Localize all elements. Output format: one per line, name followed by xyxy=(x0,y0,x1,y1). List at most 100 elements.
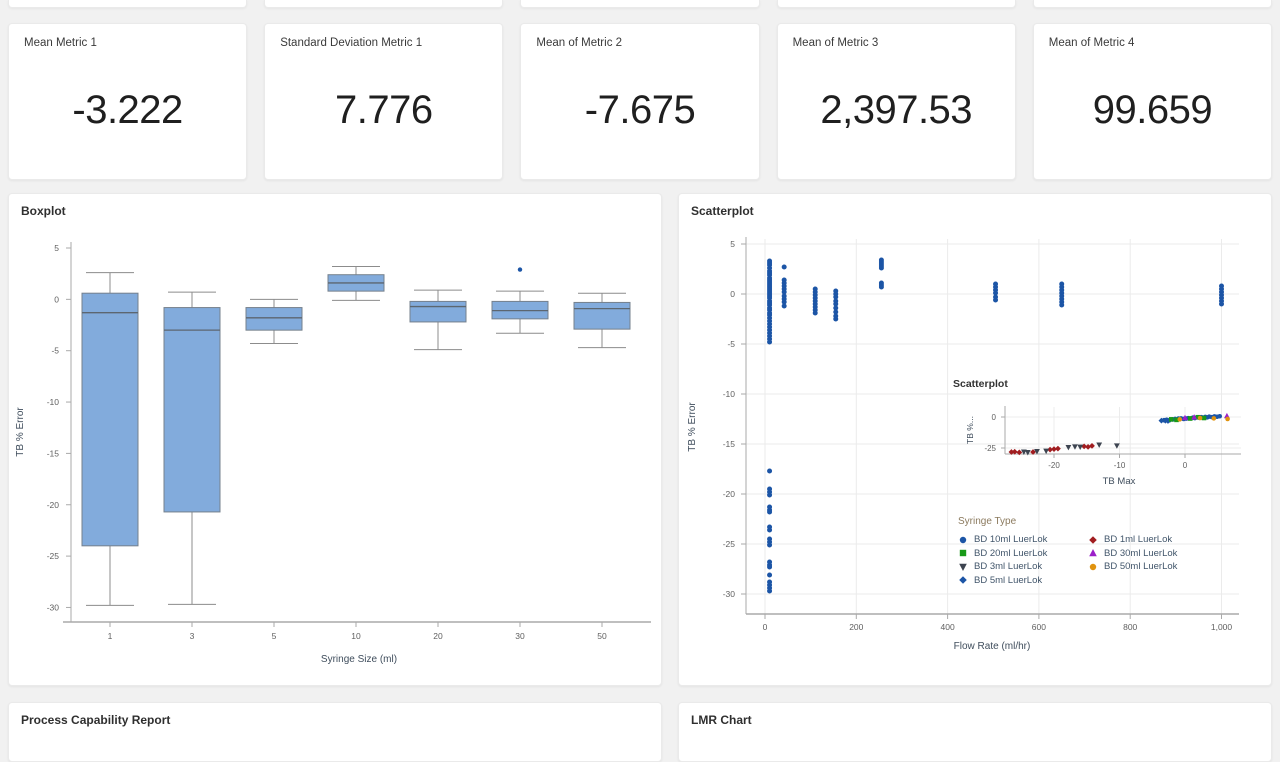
svg-text:400: 400 xyxy=(941,622,955,632)
metric-card-mean-metric-4[interactable]: Mean of Metric 4 99.659 xyxy=(1032,23,1272,180)
legend-column: BD 10ml LuerLok BD 20ml LuerLok BD 3ml Lue… xyxy=(958,534,1074,586)
charts-row: Boxplot 5 0 -5 -10 -15 -20 -25 -30 1 3 5 10 20 30 50 TB… xyxy=(8,193,1272,686)
legend-item: BD 20ml LuerLok xyxy=(958,548,1074,559)
metric-label: Standard Deviation Metric 1 xyxy=(280,37,423,49)
svg-text:30: 30 xyxy=(515,631,525,641)
svg-text:-30: -30 xyxy=(723,589,736,599)
scatterplot-chart: 5 0 -5 -10 -15 -20 -25 -30 0 200 400 600 800 1,000 TB … xyxy=(687,237,1241,652)
svg-text:5: 5 xyxy=(730,239,735,249)
legend-item-label: BD 20ml LuerLok xyxy=(974,547,1048,559)
scatterplot-panel-title: Scatterplot xyxy=(691,204,754,218)
svg-text:5: 5 xyxy=(272,631,277,641)
square-marker-icon xyxy=(959,549,967,557)
triangle-down-marker-icon xyxy=(959,563,967,571)
svg-text:-30: -30 xyxy=(47,602,60,612)
boxplot-panel-title: Boxplot xyxy=(21,204,66,218)
svg-text:1,000: 1,000 xyxy=(1211,622,1233,632)
svg-text:-5: -5 xyxy=(727,339,735,349)
svg-text:-15: -15 xyxy=(47,448,60,458)
box-5 xyxy=(245,298,303,345)
process-capability-title: Process Capability Report xyxy=(21,713,171,727)
metric-label: Mean of Metric 3 xyxy=(792,37,879,49)
svg-text:-25: -25 xyxy=(984,444,996,453)
box-30 xyxy=(491,267,549,334)
process-capability-panel[interactable]: Process Capability Report xyxy=(8,702,662,762)
metric-value: -3.222 xyxy=(72,87,183,132)
box-20 xyxy=(409,289,467,351)
legend-item: BD 1ml LuerLok xyxy=(1088,534,1177,545)
svg-text:TB % Error: TB % Error xyxy=(687,402,698,452)
svg-text:200: 200 xyxy=(849,622,863,632)
svg-text:-25: -25 xyxy=(47,551,60,561)
syringe-type-legend: Syringe Type BD 10ml LuerLok BD 20ml Luer… xyxy=(958,516,1177,586)
scatterplot-panel[interactable]: Scatterplot 5 0 -5 -10 -15 -20 -25 -30 0 200 400 60… xyxy=(678,193,1272,686)
box-50 xyxy=(573,292,631,349)
legend-item: BD 30ml LuerLok xyxy=(1088,548,1177,559)
svg-text:600: 600 xyxy=(1032,622,1046,632)
metric-card-mean-metric-2[interactable]: Mean of Metric 2 -7.675 xyxy=(520,23,760,180)
svg-text:-5: -5 xyxy=(51,346,59,356)
svg-text:-10: -10 xyxy=(723,389,736,399)
lmr-chart-panel[interactable]: LMR Chart xyxy=(678,702,1272,762)
metric-card-mean-metric-1[interactable]: Mean Metric 1 -3.222 xyxy=(8,23,248,180)
metric-label: Mean Metric 1 xyxy=(24,37,97,49)
box-3 xyxy=(163,291,221,605)
svg-text:0: 0 xyxy=(54,294,59,304)
inset-scatterplot: Scatterplot 0 -25 -20 -10 0 TB %... TB Max xyxy=(953,378,1241,487)
svg-text:-20: -20 xyxy=(723,489,736,499)
tile-fragment[interactable] xyxy=(1032,0,1272,8)
svg-text:TB Max: TB Max xyxy=(1103,476,1136,487)
legend-item: BD 10ml LuerLok xyxy=(958,534,1074,545)
metric-card-stdev-metric-1[interactable]: Standard Deviation Metric 1 7.776 xyxy=(264,23,504,180)
svg-text:TB % Error: TB % Error xyxy=(15,407,26,457)
svg-text:TB %...: TB %... xyxy=(965,416,975,444)
metric-value: 99.659 xyxy=(1092,87,1213,132)
svg-text:0: 0 xyxy=(992,413,997,422)
svg-text:Syringe Size (ml): Syringe Size (ml) xyxy=(321,654,397,665)
legend-item: BD 3ml LuerLok xyxy=(958,561,1074,572)
legend-item-label: BD 5ml LuerLok xyxy=(974,574,1043,586)
svg-text:-20: -20 xyxy=(1048,461,1060,470)
triangle-up-marker-icon xyxy=(1089,549,1097,557)
circle-marker-icon xyxy=(959,536,967,543)
metric-value: 7.776 xyxy=(334,87,433,132)
svg-text:0: 0 xyxy=(1183,461,1188,470)
legend-item-label: BD 50ml LuerLok xyxy=(1104,561,1178,572)
legend-item: BD 50ml LuerLok xyxy=(1088,561,1177,572)
svg-text:5: 5 xyxy=(54,243,59,253)
boxplot-panel[interactable]: Boxplot 5 0 -5 -10 -15 -20 -25 -30 1 3 5 10 20 30 50 TB… xyxy=(8,193,662,686)
box-1 xyxy=(81,272,139,606)
scatter-gridlines xyxy=(746,239,1239,614)
tile-fragment[interactable] xyxy=(8,0,248,8)
scatter-axes: 5 0 -5 -10 -15 -20 -25 -30 0 200 400 600 800 1,000 TB … xyxy=(687,237,1239,652)
tile-fragment[interactable] xyxy=(520,0,760,8)
legend-column: BD 1ml LuerLok BD 30ml LuerLok BD 50ml Lue… xyxy=(1088,534,1177,586)
legend-title: Syringe Type xyxy=(958,516,1017,527)
scatter-points xyxy=(767,257,1224,594)
metric-value: -7.675 xyxy=(584,87,696,132)
metric-value: 2,397.53 xyxy=(820,87,973,132)
svg-text:-15: -15 xyxy=(723,439,736,449)
bottom-row: Process Capability Report LMR Chart xyxy=(8,702,1272,762)
metric-card-mean-metric-3[interactable]: Mean of Metric 3 2,397.53 xyxy=(776,23,1016,180)
svg-text:Flow Rate (ml/hr): Flow Rate (ml/hr) xyxy=(954,641,1031,652)
svg-text:-25: -25 xyxy=(723,539,736,549)
svg-text:-20: -20 xyxy=(47,500,60,510)
legend-item-label: BD 10ml LuerLok xyxy=(974,534,1048,545)
svg-text:0: 0 xyxy=(730,289,735,299)
svg-text:50: 50 xyxy=(597,631,607,641)
diamond-marker-icon xyxy=(1089,535,1097,544)
legend-item-label: BD 3ml LuerLok xyxy=(974,561,1043,572)
legend-item-label: BD 30ml LuerLok xyxy=(1104,547,1178,559)
tile-fragment[interactable] xyxy=(264,0,504,8)
metric-label: Mean of Metric 2 xyxy=(536,37,623,49)
lmr-chart-title: LMR Chart xyxy=(691,713,752,727)
tile-fragment[interactable] xyxy=(776,0,1016,8)
dashboard-page: { "app": {"background": "#f1f1f1", "card… xyxy=(8,0,1272,762)
boxplot-boxes xyxy=(81,265,631,606)
svg-text:-10: -10 xyxy=(1114,461,1126,470)
metric-card-row: Mean Metric 1 -3.222 Standard Deviation … xyxy=(8,23,1272,180)
svg-text:-10: -10 xyxy=(47,397,60,407)
